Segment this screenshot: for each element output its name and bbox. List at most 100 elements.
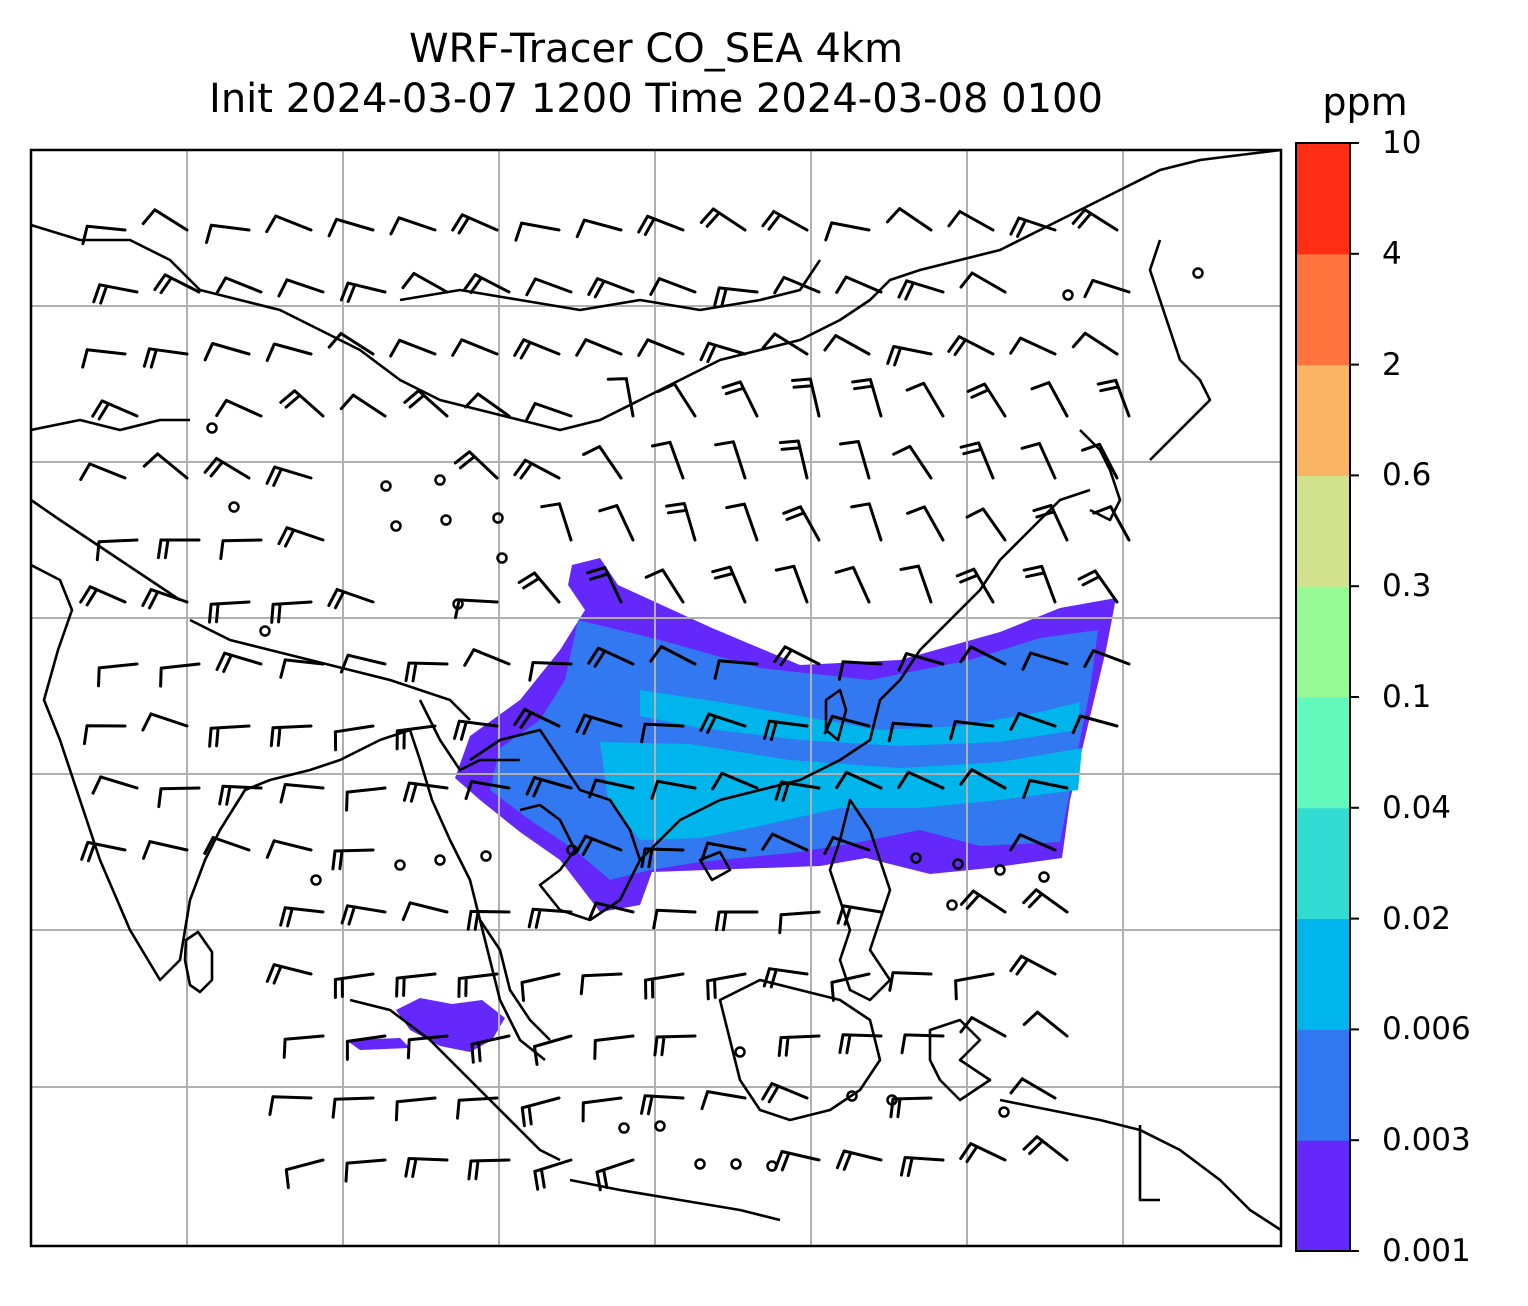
- coastline-taiwan: [824, 688, 848, 742]
- calm-wind-marker: [496, 552, 508, 564]
- wind-barb: [339, 393, 387, 418]
- wind-barb: [1009, 216, 1057, 238]
- colorbar-tick-label: 0.3: [1382, 568, 1432, 605]
- wind-barb: [959, 1142, 1007, 1164]
- calm-wind-marker: [694, 1158, 706, 1170]
- wind-barb: [649, 277, 697, 296]
- wind-barb: [774, 564, 809, 604]
- wind-barb: [837, 660, 883, 681]
- wind-barb: [269, 724, 313, 748]
- wind-barb: [81, 348, 127, 369]
- wind-barb: [905, 381, 945, 418]
- wind-barb: [1009, 954, 1057, 976]
- wind-barb: [774, 780, 821, 802]
- wind-barb: [579, 972, 623, 996]
- wind-barb: [540, 502, 573, 542]
- calm-wind-marker: [734, 1046, 746, 1058]
- coastline-philippines: [828, 798, 892, 1002]
- wind-barb: [467, 1158, 511, 1181]
- calm-wind-marker: [998, 1106, 1010, 1118]
- wind-barb: [889, 1096, 933, 1119]
- wind-barb: [514, 221, 561, 242]
- wind-barb: [1009, 336, 1057, 356]
- wind-barb: [711, 565, 747, 604]
- wind-barb: [714, 910, 759, 932]
- calm-wind-marker: [259, 625, 271, 637]
- wind-barb: [959, 889, 1007, 914]
- wind-barb: [389, 216, 437, 236]
- calm-wind-marker: [206, 422, 218, 434]
- wind-barb: [699, 712, 747, 734]
- wind-barb: [637, 338, 685, 357]
- wind-barb: [778, 439, 809, 480]
- wind-barb: [761, 1082, 809, 1104]
- wind-barb: [218, 784, 263, 806]
- calm-wind-marker: [566, 844, 578, 856]
- wind-barb: [270, 600, 313, 624]
- wind-barb: [835, 1149, 883, 1171]
- border-himalaya: [189, 618, 471, 721]
- wind-barb: [595, 1158, 635, 1192]
- border-pakistan: [31, 498, 181, 602]
- wind-barb: [1020, 441, 1057, 480]
- calm-wind-marker: [886, 1094, 898, 1106]
- coastline-bay-of-bengal: [269, 728, 546, 1062]
- colorbar-tick-label: 0.02: [1382, 900, 1452, 937]
- wind-barb: [453, 719, 499, 741]
- wind-barb: [215, 276, 263, 295]
- wind-barb: [203, 456, 251, 480]
- wind-barb: [791, 377, 821, 418]
- wind-barb: [279, 658, 325, 679]
- wind-barb: [906, 505, 945, 542]
- wind-barb: [762, 967, 809, 989]
- wind-barb: [665, 502, 697, 542]
- wind-barb: [525, 776, 573, 798]
- wind-barb: [586, 566, 623, 604]
- wind-barb: [463, 648, 511, 667]
- wind-barb: [79, 585, 127, 607]
- wind-barb: [533, 1034, 573, 1066]
- wind-barb: [527, 907, 573, 929]
- wind-barb: [215, 651, 263, 673]
- wind-barb: [1022, 778, 1069, 799]
- wind-barb: [533, 1158, 573, 1191]
- wind-barb: [451, 213, 499, 235]
- plume-high-band-1: [600, 742, 1082, 840]
- wind-barb: [959, 271, 1007, 294]
- wind-barb: [327, 332, 375, 356]
- colorbar-tick-label: 0.003: [1382, 1122, 1471, 1159]
- wind-barb: [1009, 711, 1057, 731]
- wind-barb: [966, 382, 1007, 418]
- wind-barb: [588, 778, 635, 799]
- wind-barb: [947, 335, 995, 357]
- coastline-indochina: [469, 728, 642, 922]
- wind-barb: [656, 382, 697, 418]
- wind-barb: [404, 1157, 449, 1178]
- wind-barb: [834, 565, 871, 604]
- colorbar: [1295, 142, 1359, 1252]
- wind-barb: [528, 661, 573, 682]
- border-china-north: [31, 150, 1281, 432]
- title-line-1: WRF-Tracer CO_SEA 4km: [408, 26, 904, 72]
- wind-barb: [582, 445, 623, 480]
- colorbar-unit: ppm: [1322, 80, 1408, 124]
- wind-barb: [159, 662, 201, 688]
- wind-barb: [279, 389, 325, 418]
- wind-barb: [587, 277, 635, 299]
- calm-wind-marker: [618, 1122, 630, 1134]
- calm-wind-marker: [654, 1120, 666, 1132]
- wind-barb: [892, 444, 933, 480]
- wind-barb: [900, 1033, 945, 1055]
- wind-barb: [575, 834, 623, 856]
- colorbar-segment: [1296, 1029, 1350, 1141]
- colorbar-segment: [1296, 1140, 1350, 1252]
- coastline-borneo: [718, 978, 882, 1122]
- wind-barb: [640, 847, 685, 869]
- wind-barb: [575, 218, 623, 239]
- wind-barb: [897, 279, 945, 301]
- wind-barb: [706, 972, 747, 1001]
- colorbar-tick-label: 4: [1382, 235, 1402, 272]
- calm-wind-marker: [910, 852, 922, 864]
- wind-barb: [456, 1096, 499, 1120]
